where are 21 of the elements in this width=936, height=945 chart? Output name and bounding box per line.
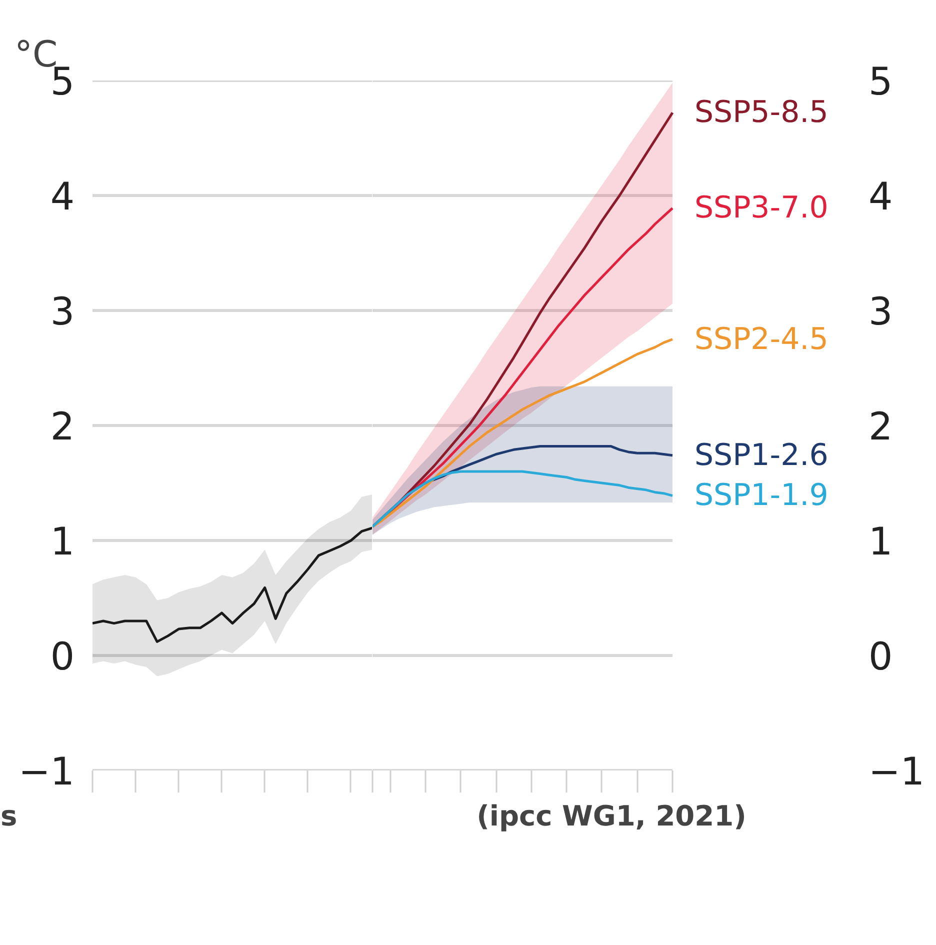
series-label: SSP2-4.5 <box>694 322 828 357</box>
series-label: SSP5-8.5 <box>694 95 828 130</box>
line-series <box>372 470 674 528</box>
y-tick-label: 1 <box>868 520 893 564</box>
y-tick-label: 2 <box>868 404 893 448</box>
y-tick-label: 0 <box>868 634 893 678</box>
y-tick-label: 5 <box>868 60 893 104</box>
text: s <box>0 800 18 832</box>
series-label: SSP3-7.0 <box>694 190 828 226</box>
y-tick-label: 3 <box>50 290 75 334</box>
y-tick-label: 0 <box>50 634 75 678</box>
y-tick-label: 1 <box>50 520 75 564</box>
y-tick-label: 4 <box>50 174 75 218</box>
y-tick-label: 2 <box>50 404 75 448</box>
y-tick-label: −1 <box>868 750 925 794</box>
y-tick-label: 4 <box>868 174 893 218</box>
series-label: SSP1-2.6 <box>694 438 828 473</box>
text: (ipcc WG1, 2021) <box>476 800 746 832</box>
y-tick-label: −1 <box>18 750 75 794</box>
series-label: SSP1-1.9 <box>694 478 828 514</box>
y-tick-label: 3 <box>868 290 893 334</box>
